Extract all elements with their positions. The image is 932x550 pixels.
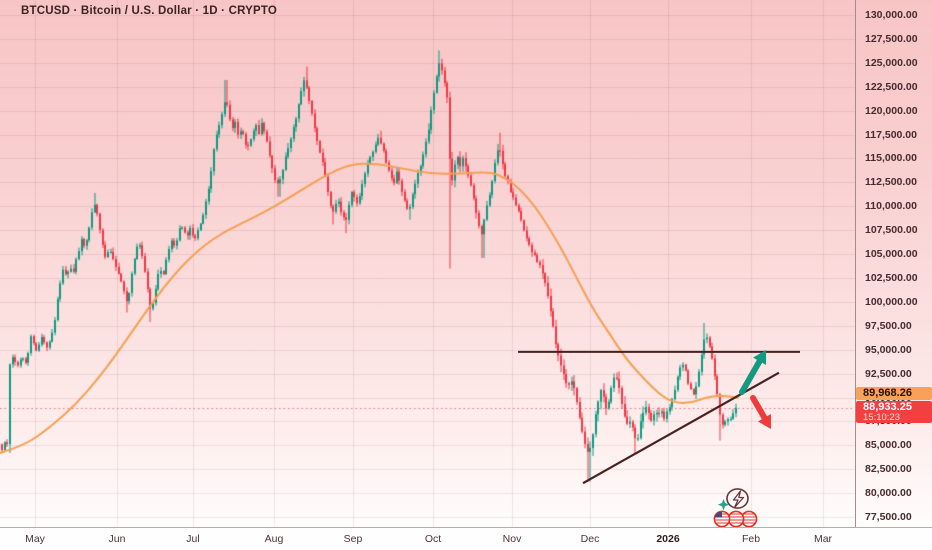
time-axis-label: Oct [424, 533, 442, 545]
time-axis-label: Jun [108, 533, 126, 545]
price-axis-label: 112,500.00 [865, 176, 917, 189]
time-axis-label: Nov [502, 533, 522, 545]
time-axis-label: Mar [813, 533, 833, 545]
time-axis[interactable]: May Jun Jul Aug Sep Oct Nov Dec 2026 Feb Mar [0, 527, 932, 550]
price-axis-label: 102,500.00 [865, 272, 918, 284]
price-axis-label: 82,500.00 [865, 463, 912, 476]
time-axis-label: Sep [343, 533, 363, 545]
price-axis-label: 80,000.00 [865, 487, 912, 500]
price-axis-label: 107,500.00 [865, 224, 918, 237]
bar-countdown: 15:10:23 [863, 411, 900, 423]
price-axis-label: 130,000.00 [865, 9, 918, 21]
time-axis-label: Aug [264, 533, 284, 545]
price-axis-label: 110,000.00 [865, 200, 917, 213]
price-axis-label: 115,000.00 [865, 152, 917, 165]
last-price-value: 88,933.25 [863, 400, 912, 413]
last-price-badge: 88,933.25 15:10:23 [856, 400, 932, 423]
price-axis-label: 95,000.00 [865, 343, 912, 356]
time-axis-label: May [25, 533, 45, 545]
price-axis-label: 97,500.00 [865, 319, 912, 332]
price-axis-label: 92,500.00 [865, 367, 912, 380]
time-axis-label: Dec [580, 533, 600, 545]
price-axis-label: 100,000.00 [865, 295, 918, 308]
price-axis-label: 125,000.00 [865, 56, 918, 69]
ma-price-badge: 89,968.26 [856, 387, 932, 401]
price-axis-label: 127,500.00 [865, 32, 918, 45]
price-axis-label: 105,000.00 [865, 248, 918, 261]
time-axis-label: 2026 [656, 533, 680, 545]
time-axis-label: Jul [186, 533, 200, 545]
time-axis-label: Feb [741, 533, 761, 545]
price-axis-border [855, 0, 856, 527]
price-axis-label: 77,500.00 [865, 511, 912, 524]
price-axis-label: 122,500.00 [865, 80, 918, 93]
price-axis[interactable]: 77,500.0080,000.0082,500.0085,000.0087,5… [856, 0, 932, 527]
symbol-title[interactable]: BTCUSD · Bitcoin / U.S. Dollar · 1D · CR… [21, 5, 278, 17]
price-axis-label: 117,500.00 [865, 128, 917, 141]
price-axis-label: 85,000.00 [865, 439, 912, 452]
price-axis-label: 120,000.00 [865, 104, 918, 117]
